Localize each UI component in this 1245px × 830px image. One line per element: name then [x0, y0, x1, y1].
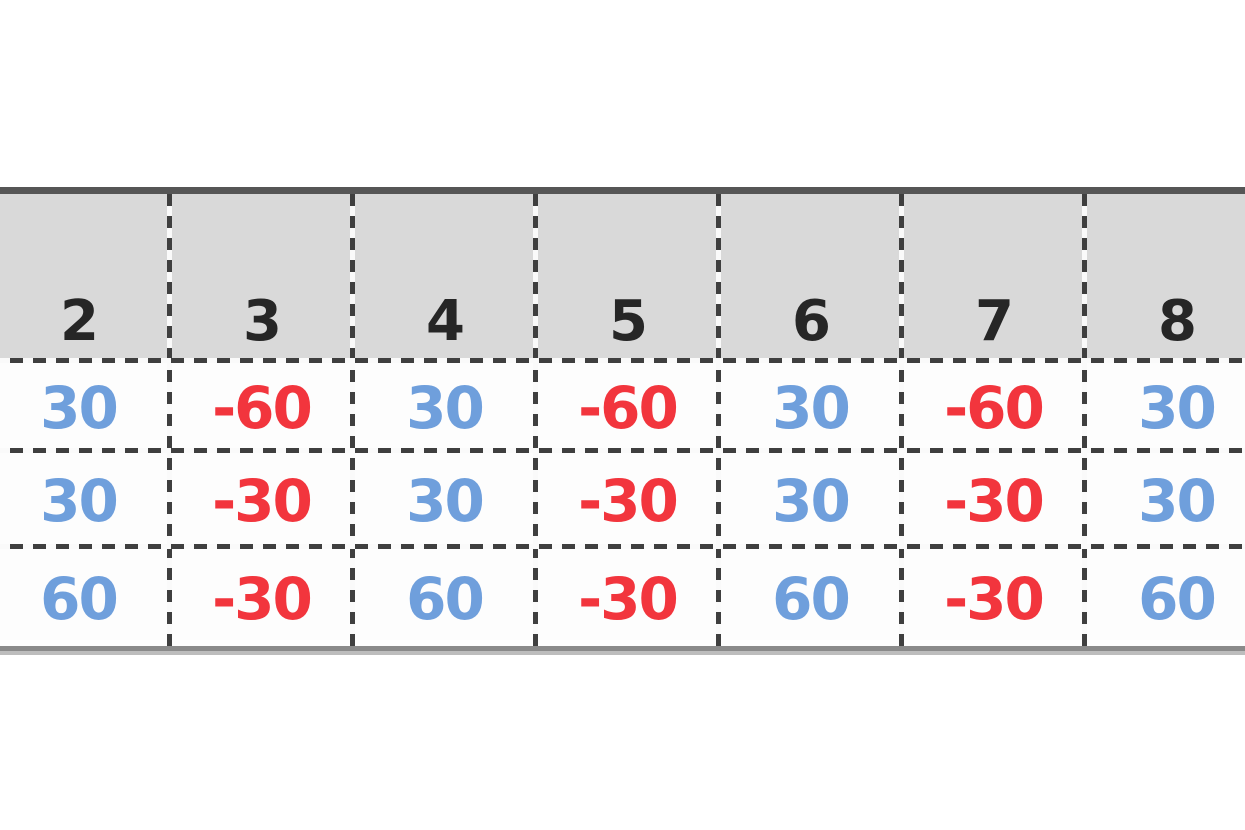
value-cell[interactable]: 30 [772, 374, 851, 442]
table-bottom-border-light [0, 651, 1245, 655]
column-header-cell[interactable]: 7 [975, 289, 1014, 354]
value-cell[interactable]: -60 [578, 374, 679, 442]
value-cell[interactable]: 30 [406, 467, 485, 535]
table-row: 60 -30 60 -30 60 -30 60 [0, 546, 1245, 646]
table-row: 30 -30 30 -30 30 -30 30 [0, 450, 1245, 546]
value-cell[interactable]: -30 [212, 467, 313, 535]
value-cell[interactable]: 60 [40, 565, 119, 633]
column-header-cell[interactable]: 6 [792, 289, 831, 354]
value-cell[interactable]: -60 [944, 374, 1045, 442]
value-cell[interactable]: 30 [40, 467, 119, 535]
table-row: 30 -60 30 -60 30 -60 30 [0, 360, 1245, 450]
value-cell[interactable]: 30 [772, 467, 851, 535]
column-header-cell[interactable]: 3 [243, 289, 282, 354]
table-grid: 2 3 4 5 6 7 8 30 -60 30 -60 30 -60 30 30 -30 30 -30 30 -30… [0, 194, 1245, 646]
value-cell[interactable]: 60 [406, 565, 485, 633]
column-header-cell[interactable]: 5 [609, 289, 648, 354]
value-cell[interactable]: 60 [1138, 565, 1217, 633]
table-bottom-border [0, 646, 1245, 651]
column-header-cell[interactable]: 8 [1158, 289, 1197, 354]
value-cell[interactable]: 30 [1138, 467, 1217, 535]
value-cell[interactable]: 30 [406, 374, 485, 442]
value-cell[interactable]: -30 [578, 565, 679, 633]
table-top-border [0, 187, 1245, 194]
column-header-cell[interactable]: 2 [60, 289, 99, 354]
value-cell[interactable]: -30 [944, 565, 1045, 633]
value-cell[interactable]: -30 [944, 467, 1045, 535]
value-cell[interactable]: -60 [212, 374, 313, 442]
payoff-table: 2 3 4 5 6 7 8 30 -60 30 -60 30 -60 30 30 -30 30 -30 30 -30… [0, 187, 1245, 655]
value-cell[interactable]: 60 [772, 565, 851, 633]
value-cell[interactable]: -30 [578, 467, 679, 535]
value-cell[interactable]: 30 [1138, 374, 1217, 442]
table-body: 30 -60 30 -60 30 -60 30 30 -30 30 -30 30 -30 30 60 -30 6… [0, 360, 1245, 646]
value-cell[interactable]: 30 [40, 374, 119, 442]
column-header-cell[interactable]: 4 [426, 289, 465, 354]
header-row: 2 3 4 5 6 7 8 [0, 194, 1245, 360]
value-cell[interactable]: -30 [212, 565, 313, 633]
